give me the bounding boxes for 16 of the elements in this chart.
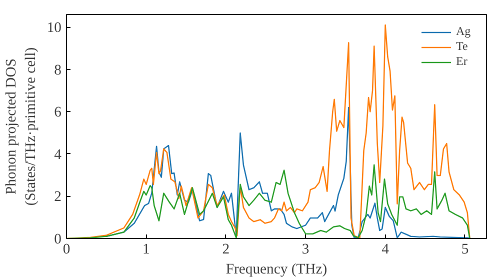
legend-label: Ag <box>456 24 472 39</box>
x-tick-label: 2 <box>222 242 230 258</box>
y-tick-label: 4 <box>54 146 62 163</box>
x-axis-title: Frequency (THz) <box>226 262 328 278</box>
x-tick-label: 1 <box>142 242 150 258</box>
x-tick-label: 3 <box>302 242 310 258</box>
x-tick-label: 4 <box>382 242 390 258</box>
y-tick-label: 2 <box>54 189 62 206</box>
y-axis-title: Phonon projected DOS (States/THz·primitive cell) <box>4 47 39 206</box>
y-tick-label: 0 <box>54 232 62 248</box>
y-tick-label: 10 <box>46 20 62 36</box>
legend-label: Er <box>456 54 468 69</box>
y-tick-label: 8 <box>54 62 62 78</box>
legend-label: Te <box>456 39 469 54</box>
y-tick-label: 6 <box>54 104 62 121</box>
x-tick-label: 5 <box>461 242 469 258</box>
